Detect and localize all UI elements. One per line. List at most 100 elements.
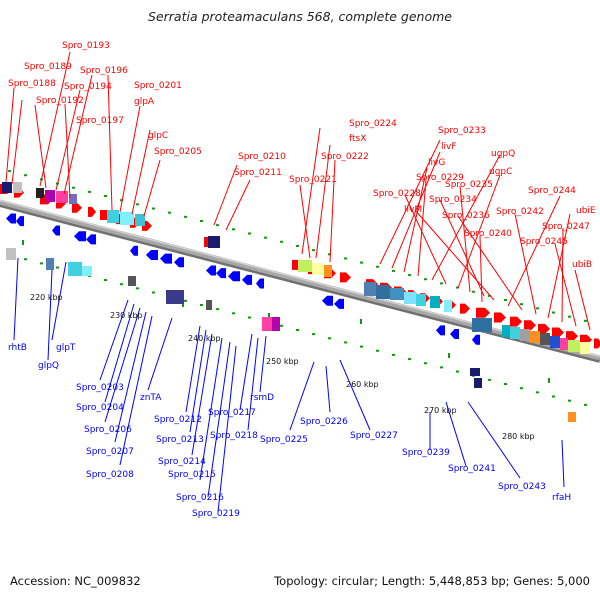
tick-dot (88, 190, 91, 193)
top-gene-label: Spro_0228 (373, 189, 421, 199)
label-leader (457, 215, 523, 311)
reverse-gene (16, 216, 24, 227)
reverse-gene (86, 234, 96, 245)
bottom-gene-label: Spro_0207 (86, 447, 134, 457)
tick-dot (520, 387, 523, 390)
forward-gene (510, 316, 522, 327)
top-gene-label: Spro_0240 (464, 229, 512, 239)
rna-feature (312, 263, 324, 275)
rna-feature (166, 290, 184, 304)
reverse-gene (436, 325, 445, 336)
rna-feature (272, 317, 280, 331)
label-leader (574, 269, 591, 331)
top-gene-label: ugpQ (491, 149, 515, 159)
label-leader (417, 179, 427, 277)
rna-feature (262, 317, 272, 331)
tick-dot (488, 294, 491, 297)
label-leader (207, 341, 231, 498)
tick-dot (120, 199, 123, 202)
label-leader (213, 164, 238, 226)
bottom-gene-label: Spro_0212 (154, 415, 202, 425)
label-leader (414, 209, 495, 301)
bottom-gene-label: Spro_0239 (402, 448, 450, 458)
bottom-gene-label: rfaH (552, 493, 571, 503)
bottom-gene-label: Spro_0215 (168, 470, 216, 480)
top-gene-label: Spro_0242 (496, 207, 544, 217)
tick-dot (568, 399, 571, 402)
backbone-line (0, 199, 600, 361)
tick-dot (456, 286, 459, 289)
bottom-gene-label: Spro_0213 (156, 435, 204, 445)
backbone-highlight (0, 199, 600, 358)
tick-dot (440, 282, 443, 285)
label-leader (39, 51, 71, 187)
rna-feature (560, 338, 568, 350)
rna-feature (470, 368, 480, 376)
bottom-gene-label: Spro_0218 (210, 431, 258, 441)
tick-dot (40, 262, 43, 265)
tick-dot (216, 224, 219, 227)
tick-dot (24, 174, 27, 177)
tick-dot (440, 366, 443, 369)
label-leader (104, 307, 141, 423)
rna-feature (56, 191, 68, 203)
bottom-gene-label: rsmD (250, 393, 274, 403)
rna-feature (404, 292, 416, 304)
top-gene-label: ftsX (349, 134, 366, 144)
label-leader (13, 257, 19, 341)
label-leader (114, 311, 147, 443)
label-leader (64, 103, 71, 199)
tick-dot (360, 345, 363, 348)
tick-dot (408, 274, 411, 277)
tick-mark (268, 313, 270, 318)
label-leader (185, 325, 201, 413)
tick-dot (296, 328, 299, 331)
label-leader (247, 337, 259, 431)
rna-feature (69, 194, 77, 204)
rna-feature (540, 333, 550, 345)
page-title: Serratia proteamaculans 568, complete ge… (148, 9, 452, 24)
tick-mark (548, 378, 550, 383)
tick-dot (232, 312, 235, 315)
tick-dot (72, 186, 75, 189)
forward-gene (476, 307, 490, 318)
tick-dot (184, 215, 187, 218)
top-gene-label: Spro_0193 (62, 41, 110, 51)
label-leader (554, 243, 577, 327)
label-leader (289, 361, 315, 431)
tick-dot (408, 358, 411, 361)
label-leader (11, 99, 23, 185)
label-leader (325, 365, 331, 413)
tick-dot (424, 362, 427, 365)
reverse-gene (160, 253, 172, 264)
tick-dot (24, 258, 27, 261)
label-leader (143, 159, 161, 217)
tick-dot (216, 308, 219, 311)
rna-feature (502, 325, 510, 337)
bottom-gene-label: glpQ (38, 361, 59, 371)
top-gene-label: Spro_0224 (349, 119, 397, 129)
forward-gene (538, 323, 550, 334)
bottom-gene-label: Spro_0206 (84, 425, 132, 435)
top-gene-label: Spro_0247 (542, 222, 590, 232)
tick-dots (8, 170, 587, 406)
forward-gene (72, 202, 82, 213)
tick-dot (584, 403, 587, 406)
bottom-gene-label: Spro_0219 (192, 509, 240, 519)
label-leader (329, 159, 336, 263)
top-gene-label: Spro_0235 (445, 180, 493, 190)
reverse-gene (322, 295, 333, 306)
rna-feature (568, 412, 576, 422)
top-gene-label: Spro_0205 (154, 147, 202, 157)
top-gene-label: Spro_0189 (24, 62, 72, 72)
tick-dot (296, 244, 299, 247)
label-leader (51, 261, 67, 341)
top-gene-label: Spro_0244 (528, 186, 576, 196)
label-leader (199, 337, 223, 481)
tick-dot (456, 370, 459, 373)
label-leader (339, 359, 371, 431)
label-leader (47, 269, 53, 361)
rna-feature (82, 266, 92, 276)
rna-feature (107, 210, 119, 223)
